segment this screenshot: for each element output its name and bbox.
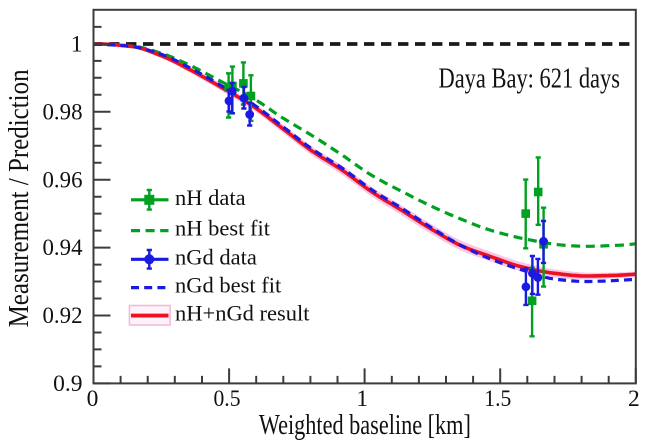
svg-text:nGd best fit: nGd best fit [175,273,282,298]
svg-text:0.96: 0.96 [43,167,83,193]
svg-text:0.94: 0.94 [43,235,83,261]
svg-text:1: 1 [356,386,368,412]
svg-text:2: 2 [628,386,640,412]
svg-text:Weighted baseline [km]: Weighted baseline [km] [259,410,471,441]
svg-text:nH+nGd result: nH+nGd result [175,301,310,326]
svg-text:0: 0 [87,386,99,412]
svg-text:0.92: 0.92 [43,303,83,329]
svg-text:0.5: 0.5 [214,386,241,412]
svg-text:0.98: 0.98 [43,99,83,125]
svg-text:1: 1 [71,32,83,58]
svg-text:0.9: 0.9 [53,371,82,397]
svg-text:Measurement / Prediction: Measurement / Prediction [4,69,35,327]
svg-text:nGd data: nGd data [175,244,257,269]
svg-text:Daya Bay: 621 days: Daya Bay: 621 days [439,62,621,94]
svg-text:1.5: 1.5 [484,386,511,412]
svg-text:nH data: nH data [175,185,246,210]
svg-text:nH best fit: nH best fit [175,216,271,241]
